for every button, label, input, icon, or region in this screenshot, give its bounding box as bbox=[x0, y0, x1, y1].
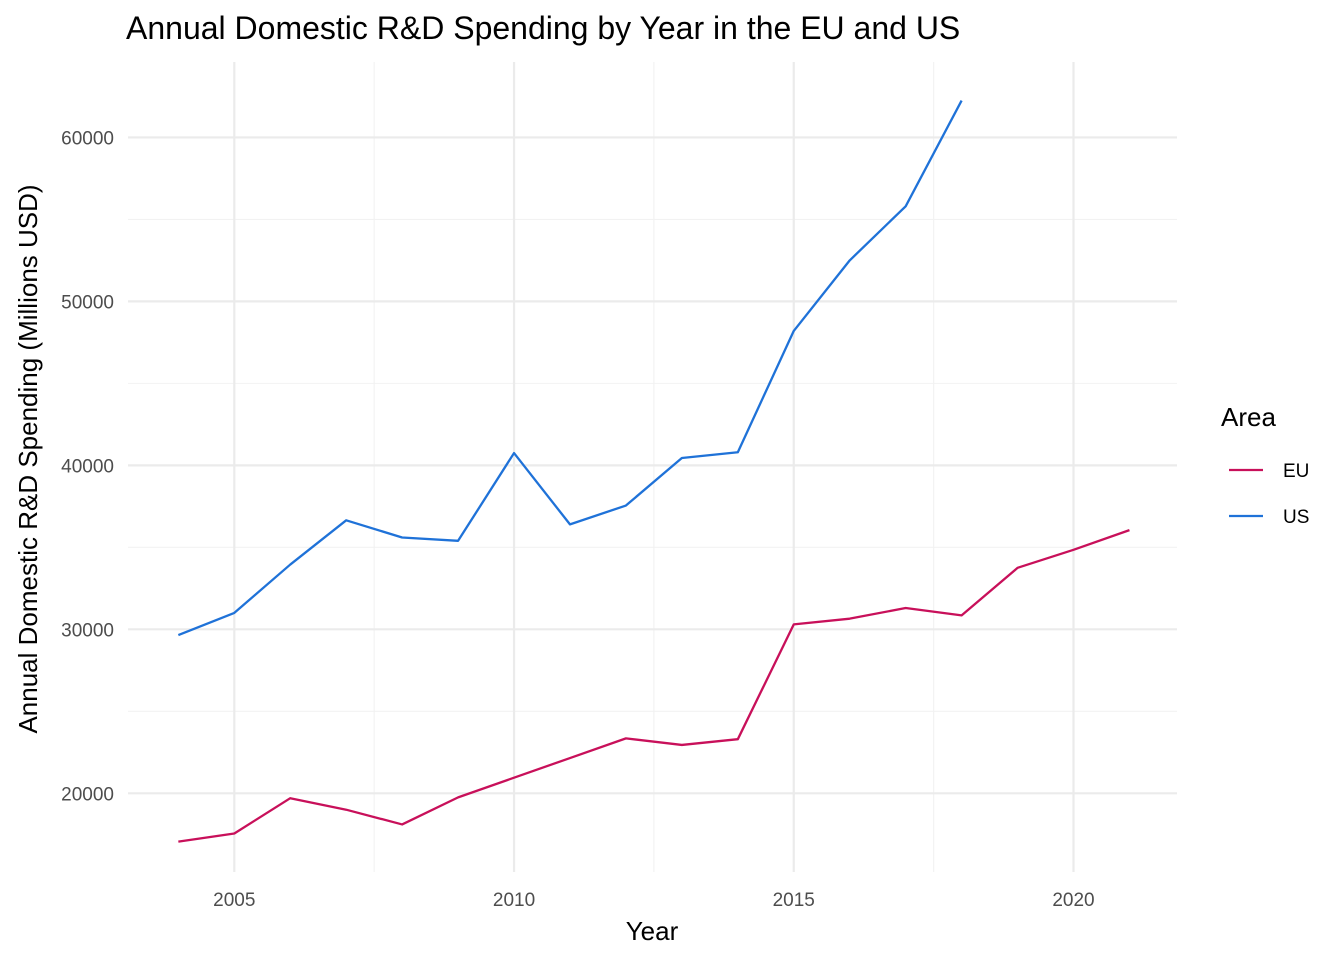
x-tick-label: 2020 bbox=[1052, 890, 1094, 911]
chart-title: Annual Domestic R&D Spending by Year in … bbox=[126, 10, 960, 46]
y-tick-label: 60000 bbox=[61, 128, 114, 149]
series-line-eu bbox=[178, 529, 1130, 843]
y-tick-label: 30000 bbox=[61, 620, 114, 641]
tick-labels: 2005 2010 2015 2020 20000 30000 40000 50000 6000… bbox=[61, 128, 1094, 911]
legend-label-us: US bbox=[1283, 507, 1309, 528]
x-tick-label: 2005 bbox=[213, 890, 255, 911]
x-tick-label: 2015 bbox=[773, 890, 815, 911]
y-tick-label: 50000 bbox=[61, 292, 114, 313]
legend-title: Area bbox=[1221, 402, 1276, 432]
y-axis-title: Annual Domestic R&D Spending (Millions U… bbox=[13, 184, 43, 733]
gridlines bbox=[128, 62, 1177, 872]
legend: Area EU US bbox=[1221, 402, 1309, 528]
series-line-us bbox=[177, 99, 963, 637]
legend-label-eu: EU bbox=[1283, 461, 1309, 482]
y-tick-label: 40000 bbox=[61, 456, 114, 477]
x-tick-label: 2010 bbox=[493, 890, 535, 911]
y-tick-label: 20000 bbox=[61, 784, 114, 805]
series-layer bbox=[177, 99, 1130, 843]
x-axis-title: Year bbox=[626, 916, 679, 946]
